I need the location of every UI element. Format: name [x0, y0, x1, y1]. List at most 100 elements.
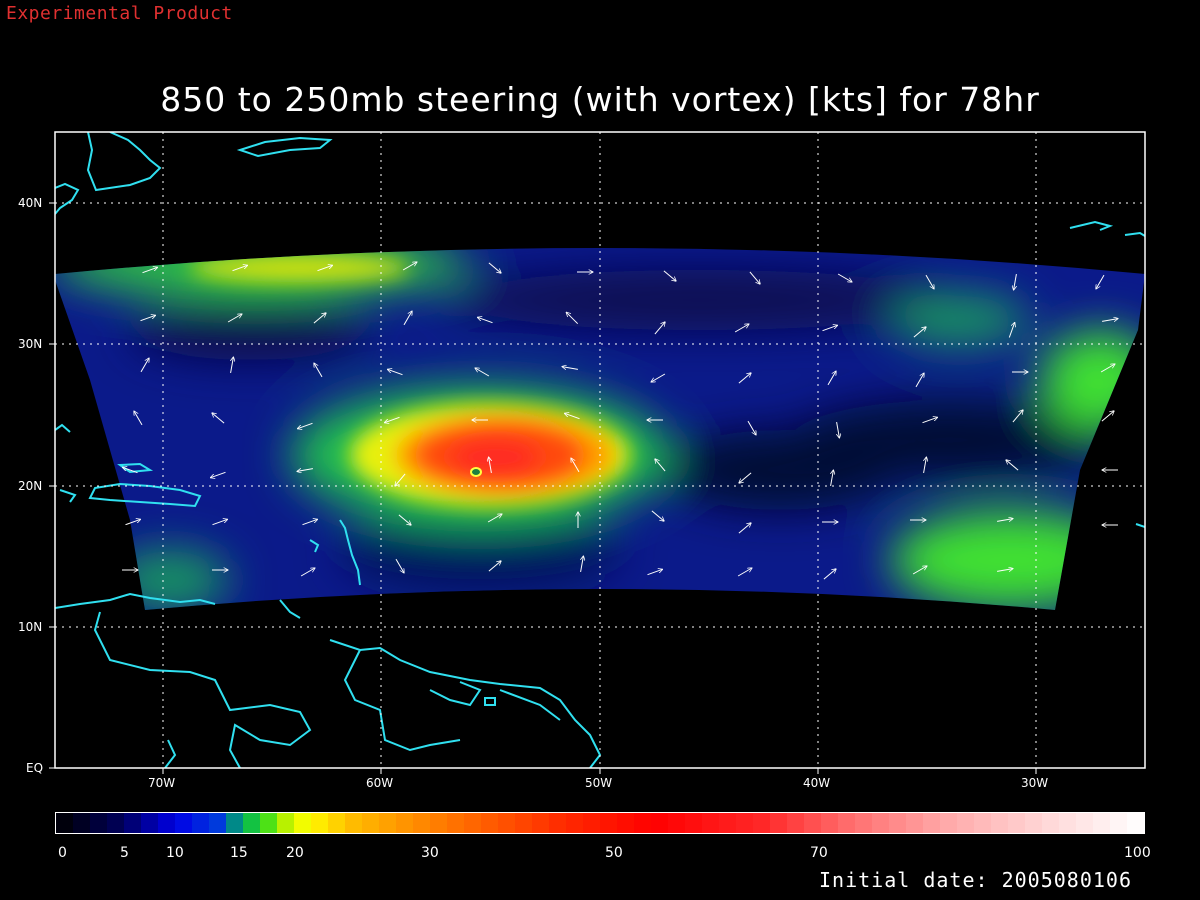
colorbar-segment — [736, 813, 753, 833]
colorbar-tick-15: 15 — [230, 845, 248, 861]
steering-arrow — [997, 569, 1013, 572]
colorbar-segment — [872, 813, 889, 833]
steering-arrow — [125, 519, 141, 526]
colorbar-segment — [1093, 813, 1110, 833]
steering-arrow — [1096, 274, 1105, 289]
colorbar-segment — [583, 813, 600, 833]
steering-arrow — [925, 274, 934, 289]
steering-arrow — [566, 312, 579, 325]
colorbar-segment — [124, 813, 141, 833]
colorbar-tick-100: 100 — [1124, 845, 1151, 861]
steering-arrow — [836, 422, 840, 438]
lon-label-70w: 70W — [148, 776, 176, 790]
steering-arrow — [140, 358, 149, 373]
steering-arrow — [211, 471, 226, 477]
lat-lon-grid — [55, 132, 1145, 768]
colorbar-segment — [668, 813, 685, 833]
lat-label-10n: 10N — [18, 620, 43, 634]
steering-arrow — [837, 273, 852, 282]
colorbar-segment — [651, 813, 668, 833]
colorbar-segment — [345, 813, 362, 833]
colorbar-segment — [481, 813, 498, 833]
steering-arrow — [134, 411, 143, 426]
steering-arrow — [912, 566, 927, 575]
steering-arrow — [747, 420, 756, 435]
steering-arrow — [1100, 364, 1115, 373]
steering-arrow — [830, 470, 834, 486]
colorbar-segment — [396, 813, 413, 833]
colorbar-segment — [413, 813, 430, 833]
colorbar-segment — [1042, 813, 1059, 833]
colorbar-segment — [362, 813, 379, 833]
steering-arrow — [300, 568, 315, 577]
colorbar-segment — [141, 813, 158, 833]
colorbar-segment — [1110, 813, 1127, 833]
steering-arrow — [663, 270, 676, 281]
colorbar-segment — [906, 813, 923, 833]
lat-label-40n: 40N — [18, 196, 43, 210]
storm-eye — [470, 467, 482, 477]
steering-arrow — [395, 473, 406, 486]
colorbar-segment — [464, 813, 481, 833]
steering-arrow — [655, 459, 666, 472]
steering-arrow — [997, 519, 1013, 522]
colorbar-segment — [702, 813, 719, 833]
steering-arrow — [398, 514, 411, 525]
colorbar-segment — [192, 813, 209, 833]
colorbar-segment — [1025, 813, 1042, 833]
steering-arrow — [403, 311, 412, 326]
colorbar-segment — [1059, 813, 1076, 833]
colorbar-segment — [770, 813, 787, 833]
steering-arrow — [737, 568, 752, 577]
lon-label-40w: 40W — [803, 776, 831, 790]
steering-arrow — [651, 510, 664, 521]
plot-title: 850 to 250mb steering (with vortex) [kts… — [160, 80, 1040, 119]
colorbar-segment — [991, 813, 1008, 833]
steering-arrow — [1014, 274, 1017, 290]
colorbar-segment — [804, 813, 821, 833]
colorbar-segment — [889, 813, 906, 833]
colorbar-segment — [294, 813, 311, 833]
lat-label-20n: 20N — [18, 479, 43, 493]
steering-arrow — [1006, 460, 1019, 471]
colorbar-segment — [753, 813, 770, 833]
steering-arrow — [654, 322, 665, 335]
steering-arrow — [739, 472, 752, 483]
colorbar-segment — [1008, 813, 1025, 833]
steering-arrow — [647, 569, 663, 576]
colorbar-segment — [1127, 813, 1144, 833]
steering-arrow — [314, 363, 323, 378]
colorbar-tick-30: 30 — [421, 845, 439, 861]
colorbar-segment — [90, 813, 107, 833]
steering-arrow — [827, 371, 836, 386]
colorbar-segment — [719, 813, 736, 833]
colorbar-segment — [1076, 813, 1093, 833]
colorbar-segment — [634, 813, 651, 833]
steering-arrow — [1008, 323, 1014, 338]
colorbar-segment — [209, 813, 226, 833]
steering-arrow — [212, 519, 228, 526]
colorbar-segment — [260, 813, 277, 833]
colorbar-segment — [685, 813, 702, 833]
steering-arrow — [738, 523, 751, 534]
steering-arrow — [142, 267, 158, 274]
colorbar-tick-20: 20 — [286, 845, 304, 861]
colorbar-segment — [549, 813, 566, 833]
steering-arrow — [478, 317, 493, 324]
colorbar-segment — [974, 813, 991, 833]
steering-arrow — [1101, 411, 1114, 422]
colorbar-segment — [957, 813, 974, 833]
colorbar-segment — [498, 813, 515, 833]
steering-arrow — [385, 416, 400, 422]
lon-label-50w: 50W — [585, 776, 613, 790]
steering-arrow — [1102, 319, 1118, 322]
steering-arrow — [489, 457, 492, 473]
steering-arrow — [488, 561, 501, 572]
steering-arrow — [738, 373, 751, 384]
steering-arrow — [749, 271, 760, 284]
colorbar-segment — [56, 813, 73, 833]
steering-arrow — [922, 417, 938, 424]
steering-vectors — [122, 262, 1118, 580]
colorbar-segment — [73, 813, 90, 833]
steering-arrow — [651, 373, 666, 382]
